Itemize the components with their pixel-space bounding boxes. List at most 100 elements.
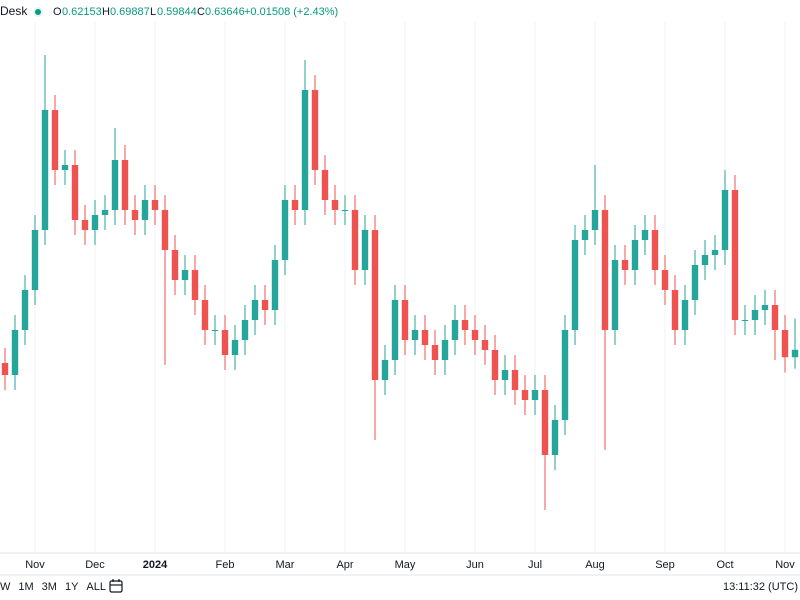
- symbol-title: Desk: [0, 4, 28, 18]
- candle-body: [771, 305, 779, 330]
- x-tick-label: Nov: [25, 559, 45, 571]
- candle-body: [791, 349, 799, 358]
- candle-body: [651, 230, 659, 270]
- candle-body: [471, 330, 479, 340]
- grid: [34, 22, 786, 553]
- candle-body: [281, 200, 289, 260]
- candle-body: [311, 90, 319, 170]
- candle-body: [371, 230, 379, 380]
- change-value: +0.01508 (+2.43%): [244, 6, 338, 18]
- close-label: C: [197, 6, 205, 18]
- candle-body: [301, 90, 309, 210]
- x-axis-labels: Nov Dec 2024 Feb Mar Apr May Jun Jul Aug Sep Oct Nov: [25, 559, 795, 571]
- candle-body: [351, 210, 359, 270]
- x-tick-label: Mar: [276, 559, 295, 571]
- range-button[interactable]: 1M: [18, 581, 33, 593]
- x-tick-label: Oct: [716, 559, 733, 571]
- candle-body: [661, 270, 669, 290]
- low-label: L: [150, 6, 156, 18]
- high-value: 0.69887: [110, 6, 150, 18]
- candle-body: [551, 420, 559, 455]
- range-button[interactable]: 1Y: [65, 581, 79, 593]
- open-value: 0.62153: [62, 6, 102, 18]
- range-button[interactable]: 3M: [42, 581, 57, 593]
- x-tick-label: Dec: [85, 559, 105, 571]
- range-button[interactable]: ALL: [86, 581, 106, 593]
- candle-body: [191, 270, 199, 300]
- candle-body: [271, 260, 279, 310]
- candle-body: [391, 300, 399, 360]
- candle-body: [751, 310, 759, 320]
- candle-body: [331, 200, 339, 210]
- candle-body: [581, 230, 589, 240]
- candle-body: [481, 340, 489, 350]
- candle-body: [231, 340, 239, 355]
- candle-body: [721, 190, 729, 250]
- candle-body: [451, 320, 459, 340]
- candle-body: [261, 300, 269, 310]
- candle-body: [591, 210, 599, 230]
- x-tick-label: 2024: [143, 559, 168, 571]
- candle-body: [1, 363, 9, 375]
- candle-body: [81, 220, 89, 230]
- candle-body: [321, 170, 329, 200]
- candle-body: [511, 370, 519, 390]
- candle-body: [71, 165, 79, 220]
- candle-body: [411, 330, 419, 340]
- candle-body: [401, 300, 409, 340]
- candle-body: [621, 260, 629, 270]
- candle-body: [711, 250, 719, 255]
- x-tick-label: Feb: [216, 559, 235, 571]
- candle-body: [341, 210, 349, 211]
- candle-body: [761, 305, 769, 310]
- candle-body: [671, 290, 679, 330]
- candle-body: [441, 340, 449, 360]
- candle-body: [681, 300, 689, 330]
- candle-body: [361, 230, 369, 270]
- candle-body: [201, 300, 209, 330]
- candle-body: [691, 265, 699, 300]
- x-tick-label: May: [395, 559, 416, 571]
- low-value: 0.59844: [157, 6, 197, 18]
- candles: [1, 55, 799, 510]
- candle-body: [61, 165, 69, 170]
- candle-body: [121, 160, 129, 210]
- status-dot: [35, 9, 41, 15]
- candle-body: [461, 320, 469, 330]
- candle-body: [541, 390, 549, 455]
- calendar-body: [109, 580, 123, 593]
- calendar-icon[interactable]: [109, 579, 123, 593]
- candle-body: [11, 330, 19, 375]
- candle-body: [21, 290, 29, 330]
- candle-body: [31, 230, 39, 290]
- candle-body: [41, 110, 49, 230]
- x-tick-label: Apr: [336, 559, 353, 571]
- range-button[interactable]: W: [0, 581, 11, 593]
- candle-body: [631, 240, 639, 270]
- candle-body: [611, 260, 619, 330]
- x-tick-label: Sep: [655, 559, 675, 571]
- candle-body: [501, 370, 509, 380]
- candle-body: [161, 210, 169, 250]
- candle-body: [211, 330, 219, 331]
- candle-body: [731, 190, 739, 320]
- candle-body: [111, 160, 119, 210]
- range-buttons: W 1M 3M 1Y ALL: [0, 581, 106, 593]
- candle-body: [381, 360, 389, 380]
- candle-body: [221, 330, 229, 355]
- candle-body: [51, 110, 59, 170]
- candle-body: [141, 200, 149, 220]
- candle-body: [91, 215, 99, 230]
- candle-body: [101, 210, 109, 215]
- candle-body: [421, 330, 429, 345]
- candle-body: [181, 270, 189, 280]
- candle-body: [491, 350, 499, 380]
- candle-body: [151, 200, 159, 210]
- candle-body: [431, 345, 439, 360]
- candle-body: [521, 390, 529, 400]
- candle-body: [531, 390, 539, 400]
- candle-body: [571, 240, 579, 330]
- x-tick-label: Jun: [466, 559, 484, 571]
